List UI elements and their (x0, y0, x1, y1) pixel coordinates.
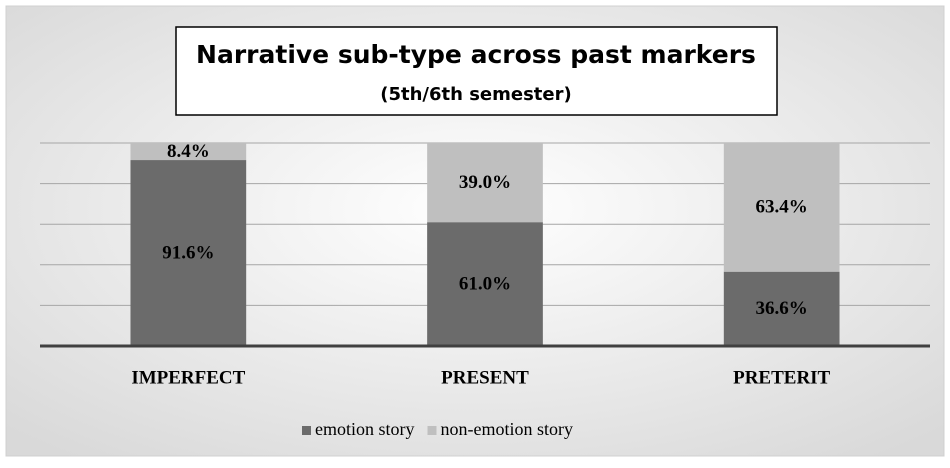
x-tick-label: PRETERIT (733, 367, 830, 388)
bar-segment (723, 143, 840, 272)
data-label: 91.6% (162, 242, 214, 263)
bar-segment (130, 143, 247, 161)
data-label: 63.4% (756, 197, 808, 218)
legend-label: non-emotion story (441, 419, 574, 439)
plot: 91.6% 8.4% IMPERFECT 61.0% 39.0% PRESENT 36.6%… (40, 141, 930, 439)
data-label: 36.6% (756, 298, 808, 319)
chart-subtitle: (5th/6th semester) (380, 84, 571, 105)
legend-label: emotion story (315, 419, 415, 439)
data-label: 39.0% (459, 172, 511, 193)
x-tick-label: IMPERFECT (131, 367, 245, 388)
data-label: 8.4% (167, 141, 210, 162)
bar-segment (427, 143, 543, 223)
data-label: 61.0% (459, 273, 511, 294)
chart-title: Narrative sub-type across past markers (196, 40, 756, 69)
x-tick-label: PRESENT (441, 367, 529, 388)
legend-swatch (302, 426, 311, 435)
bar-segment (427, 222, 543, 346)
title-box (175, 26, 778, 116)
bar-segment (130, 160, 247, 346)
bar-segment (723, 271, 840, 346)
legend-swatch (427, 426, 437, 435)
